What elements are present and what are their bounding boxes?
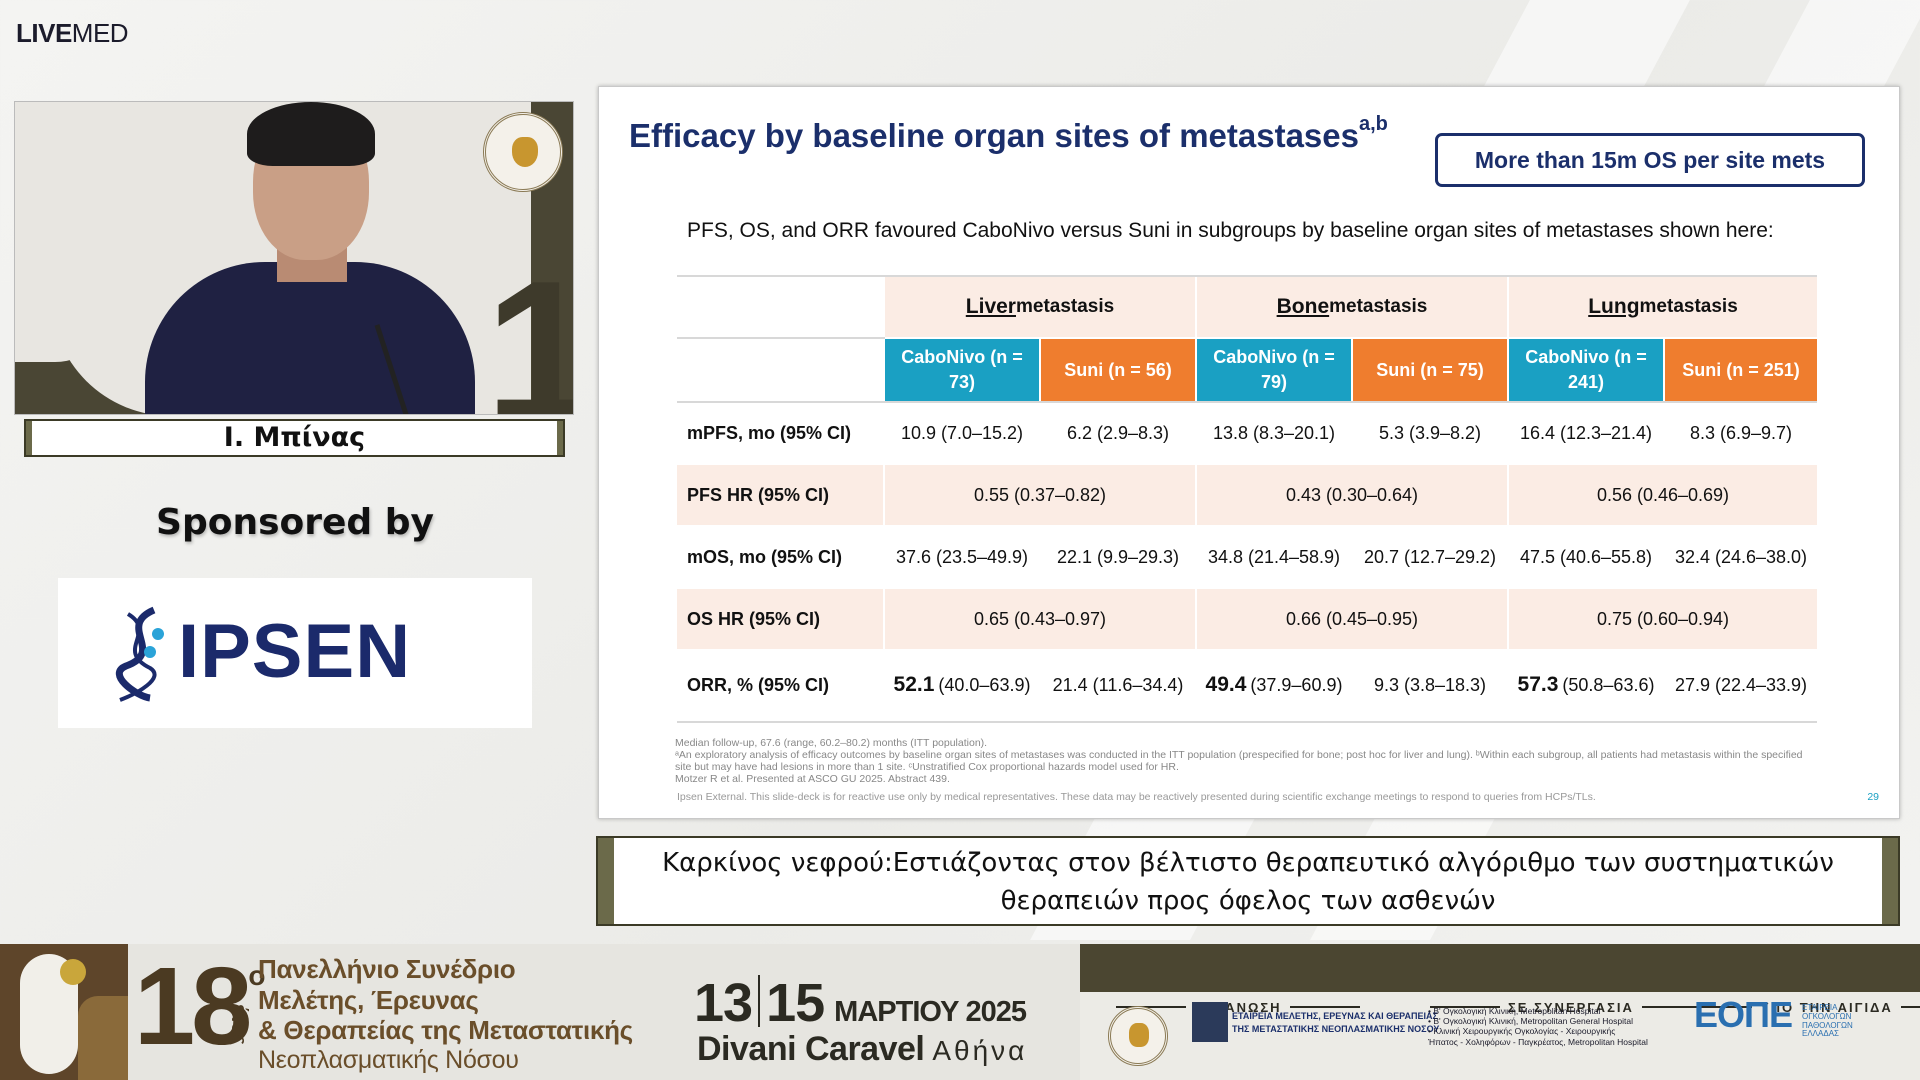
footnote: ᵃAn exploratory analysis of efficacy out… bbox=[675, 749, 1803, 774]
sponsored-by-label: Sponsored by bbox=[156, 502, 434, 543]
table-cell: 37.6 (23.5–49.9) bbox=[895, 546, 1029, 567]
society-seal-icon bbox=[483, 112, 563, 192]
table-arm-header: CaboNivo (n = 73) Suni (n = 56) CaboNivo… bbox=[677, 339, 1817, 401]
table-cell: 52.1 (40.0–63.9) bbox=[893, 673, 1031, 696]
footnote: Motzer R et al. Presented at ASCO GU 202… bbox=[675, 773, 950, 786]
eope-logo: ΕΟΠΕ bbox=[1694, 994, 1793, 1035]
slide-title: Efficacy by baseline organ sites of meta… bbox=[629, 113, 1388, 154]
speaker-name-bar: Ι. Μπίνας bbox=[24, 419, 565, 457]
lecture-title-caption: Καρκίνος νεφρού:Εστιάζοντας στον βέλτιστ… bbox=[596, 836, 1900, 926]
ipsen-helix-icon bbox=[115, 606, 164, 702]
table-rule bbox=[677, 721, 1817, 723]
conference-emblem-icon bbox=[0, 944, 128, 1080]
group-header-lung: Lung metastasis bbox=[1509, 277, 1817, 337]
organizer-logo-icon bbox=[1192, 1002, 1228, 1042]
conference-venue: Divani Caravel Αθήνα bbox=[697, 1030, 1028, 1068]
row-label: OS HR (95% CI) bbox=[677, 589, 883, 649]
banner-left-panel bbox=[0, 944, 1080, 1080]
conference-dates: 13 15 ΜΑΡΤΙΟΥ 2025 bbox=[694, 973, 1027, 1033]
banner-dark-strip bbox=[1080, 944, 1920, 992]
arm-header-cabo: CaboNivo (n = 241) bbox=[1509, 339, 1663, 401]
ipsen-logo-text: IPSEN bbox=[178, 609, 412, 694]
row-label: PFS HR (95% CI) bbox=[677, 465, 883, 525]
slide-disclaimer: Ipsen External. This slide-deck is for r… bbox=[677, 791, 1596, 803]
table-cell: 22.1 (9.9–29.3) bbox=[1056, 546, 1180, 567]
speaker-hair bbox=[247, 102, 375, 166]
arm-header-suni: Suni (n = 56) bbox=[1041, 339, 1195, 401]
organizer-name: ΕΤΑΙΡΕΙΑ ΜΕΛΕΤΗΣ, ΕΡΕΥΝΑΣ ΚΑΙ ΘΕΡΑΠΕΙΑΣ … bbox=[1232, 1011, 1440, 1034]
arm-header-suni: Suni (n = 75) bbox=[1353, 339, 1507, 401]
table-cell: 5.3 (3.9–8.2) bbox=[1378, 422, 1482, 443]
livemed-logo: LIVEMED bbox=[16, 18, 129, 48]
video-backdrop-light bbox=[15, 102, 115, 362]
table-cell: 0.75 (0.60–0.94) bbox=[1509, 589, 1817, 649]
backdrop-number: 18 bbox=[485, 252, 573, 415]
table-rule bbox=[677, 401, 1817, 403]
collaborators-list: • Β' Ογκολογική Κλινική, Metropolitan Ho… bbox=[1428, 1006, 1648, 1047]
table-cell: 47.5 (40.6–55.8) bbox=[1519, 546, 1653, 567]
table-cell: 0.56 (0.46–0.69) bbox=[1509, 465, 1817, 525]
table-cell: 32.4 (24.6–38.0) bbox=[1674, 546, 1808, 567]
table-cell: 49.4 (37.9–60.9) bbox=[1205, 673, 1343, 696]
table-row: PFS HR (95% CI) 0.55 (0.37–0.82) 0.43 (0… bbox=[677, 465, 1817, 525]
group-header-liver: Liver metastasis bbox=[885, 277, 1195, 337]
table-cell: 6.2 (2.9–8.3) bbox=[1066, 422, 1170, 443]
sponsor-logo-box: IPSEN bbox=[58, 578, 532, 728]
table-rule bbox=[677, 337, 885, 339]
slide-footnotes: Median follow-up, 67.6 (range, 60.2–80.2… bbox=[675, 737, 1815, 785]
table-row: ORR, % (95% CI) 52.1 (40.0–63.9) 21.4 (1… bbox=[677, 651, 1817, 719]
table-cell: 34.8 (21.4–58.9) bbox=[1207, 546, 1341, 567]
group-header-bone: Bone metastasis bbox=[1197, 277, 1507, 337]
slide-callout: More than 15m OS per site mets bbox=[1435, 133, 1865, 187]
table-row: mPFS, mo (95% CI) 10.9 (7.0–15.2) 6.2 (2… bbox=[677, 403, 1817, 463]
conference-banner: 18ο έτος Πανελλήνιο Συνέδριο Μελέτης, Έρ… bbox=[0, 944, 1920, 1080]
row-label: mPFS, mo (95% CI) bbox=[687, 422, 852, 443]
speaker-body bbox=[145, 262, 475, 414]
slide-page-number: 29 bbox=[1867, 791, 1879, 803]
table-cell: 10.9 (7.0–15.2) bbox=[900, 422, 1024, 443]
row-label: mOS, mo (95% CI) bbox=[687, 546, 843, 567]
eope-logo-subtitle: ΕΤΑΙΡΕΙΑ ΟΓΚΟΛΟΓΩΝ ΠΑΘΟΛΟΓΩΝ ΕΛΛΑΔΑΣ bbox=[1802, 1003, 1853, 1039]
edition-number: 18ο bbox=[134, 945, 266, 1068]
table-cell: 9.3 (3.8–18.3) bbox=[1373, 674, 1487, 695]
table-cell: 27.9 (22.4–33.9) bbox=[1674, 674, 1808, 695]
table-cell: 13.8 (8.3–20.1) bbox=[1212, 422, 1336, 443]
table-cell: 8.3 (6.9–9.7) bbox=[1689, 422, 1793, 443]
table-cell: 16.4 (12.3–21.4) bbox=[1519, 422, 1653, 443]
table-cell: 21.4 (11.6–34.4) bbox=[1052, 674, 1184, 695]
presentation-slide: Efficacy by baseline organ sites of meta… bbox=[598, 86, 1900, 819]
table-row: OS HR (95% CI) 0.65 (0.43–0.97) 0.66 (0.… bbox=[677, 589, 1817, 649]
arm-header-cabo: CaboNivo (n = 79) bbox=[1197, 339, 1351, 401]
speaker-name: Ι. Μπίνας bbox=[223, 422, 366, 453]
speaker-video: 18 bbox=[14, 101, 574, 415]
society-seal-icon bbox=[1108, 1006, 1168, 1066]
arm-header-cabo: CaboNivo (n = 73) bbox=[885, 339, 1039, 401]
table-cell: 0.65 (0.43–0.97) bbox=[885, 589, 1195, 649]
slide-intro: PFS, OS, and ORR favoured CaboNivo versu… bbox=[687, 219, 1774, 242]
table-cell: 57.3 (50.8–63.6) bbox=[1517, 673, 1655, 696]
collaboration-label: ΣΕ ΣΥΝΕΡΓΑΣΙΑ bbox=[1422, 1000, 1720, 1015]
table-cell: 0.66 (0.45–0.95) bbox=[1197, 589, 1507, 649]
edition-year-label: έτος bbox=[227, 1004, 252, 1046]
table-group-header: Liver metastasis Bone metastasis Lung me… bbox=[677, 277, 1817, 337]
table-rule bbox=[677, 275, 1817, 277]
aegis-label: ΥΠΟ ΤΗΝ ΑΙΓΙΔΑ bbox=[1674, 1000, 1920, 1015]
table-cell: 0.55 (0.37–0.82) bbox=[885, 465, 1195, 525]
footnote: Median follow-up, 67.6 (range, 60.2–80.2… bbox=[675, 737, 988, 749]
arm-header-suni: Suni (n = 251) bbox=[1665, 339, 1817, 401]
row-label: ORR, % (95% CI) bbox=[687, 674, 830, 695]
table-row: mOS, mo (95% CI) 37.6 (23.5–49.9) 22.1 (… bbox=[677, 527, 1817, 587]
conference-name: Πανελλήνιο Συνέδριο Μελέτης, Έρευνας & Θ… bbox=[258, 954, 633, 1075]
table-cell: 0.43 (0.30–0.64) bbox=[1197, 465, 1507, 525]
table-cell: 20.7 (12.7–29.2) bbox=[1363, 546, 1497, 567]
